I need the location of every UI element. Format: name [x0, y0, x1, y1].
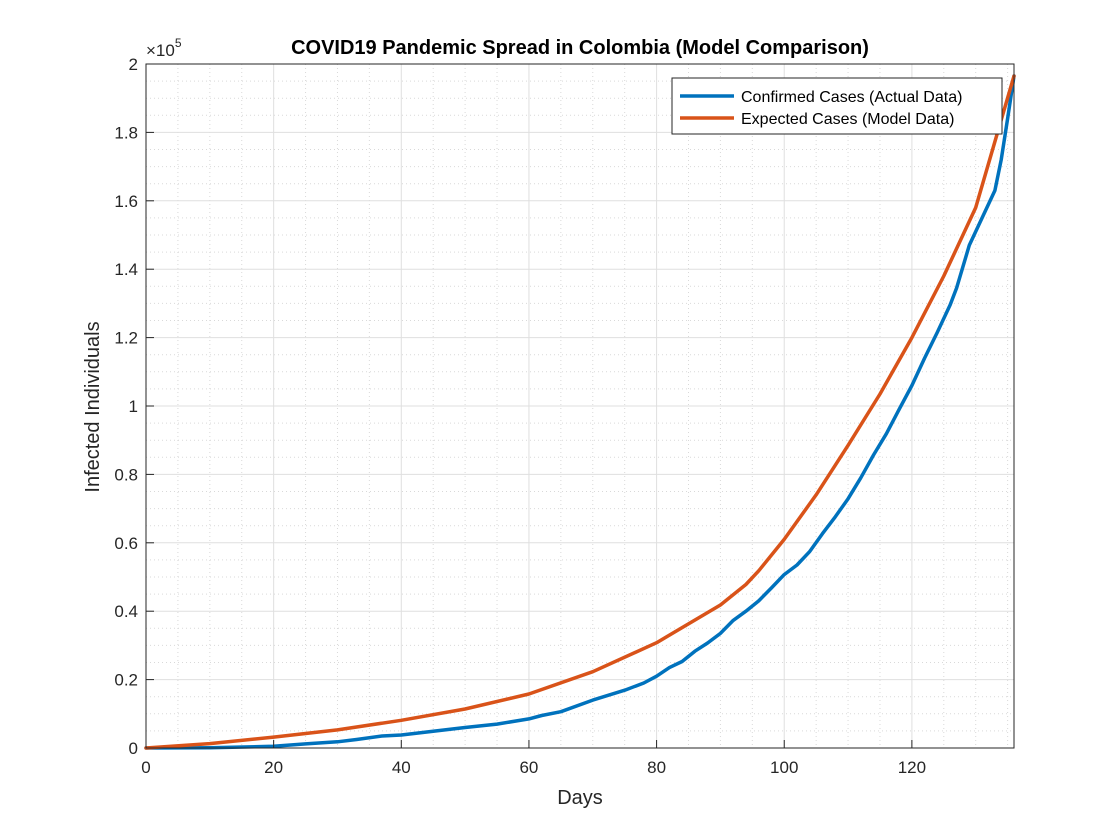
y-tick-label: 1 — [129, 397, 138, 416]
y-tick-label: 0.4 — [114, 602, 138, 621]
x-axis-label: Days — [557, 787, 603, 809]
x-tick-label: 60 — [519, 758, 538, 777]
y-tick-labels: 0 0.2 0.4 0.6 0.8 1 1.2 1.4 1.6 1.8 2 — [114, 55, 138, 758]
x-tick-label: 40 — [392, 758, 411, 777]
y-axis-label: Infected Individuals — [82, 321, 104, 492]
minor-grid — [146, 64, 1014, 748]
x-tick-label: 80 — [647, 758, 666, 777]
y-tick-label: 0 — [129, 739, 138, 758]
y-tick-label: 1.8 — [114, 123, 138, 142]
legend-label-expected: Expected Cases (Model Data) — [741, 111, 954, 128]
x-tick-labels: 0 20 40 60 80 100 120 — [141, 758, 926, 777]
series-line-confirmed — [144, 74, 1016, 750]
legend: Confirmed Cases (Actual Data) Expected C… — [671, 77, 1003, 135]
axis-ticks — [145, 63, 913, 749]
x-tick-label: 120 — [898, 758, 926, 777]
y-tick-label: 0.8 — [114, 465, 138, 484]
x-tick-label: 20 — [264, 758, 283, 777]
x-tick-label: 0 — [141, 758, 150, 777]
major-grid — [145, 63, 1014, 749]
y-tick-label: 2 — [129, 55, 138, 74]
legend-box — [671, 77, 1003, 135]
series-layer — [144, 74, 1016, 750]
y-tick-label: 0.2 — [114, 671, 138, 690]
legend-label-confirmed: Confirmed Cases (Actual Data) — [741, 89, 962, 106]
chart-title: COVID19 Pandemic Spread in Colombia (Mod… — [291, 37, 869, 59]
y-tick-label: 1.2 — [114, 329, 138, 348]
y-tick-label: 0.6 — [114, 534, 138, 553]
y-tick-label: 1.6 — [114, 192, 138, 211]
x-tick-label: 100 — [770, 758, 798, 777]
y-axis-exponent: ×105 — [146, 36, 182, 60]
y-tick-label: 1.4 — [114, 260, 138, 279]
series-line-expected — [144, 74, 1016, 750]
